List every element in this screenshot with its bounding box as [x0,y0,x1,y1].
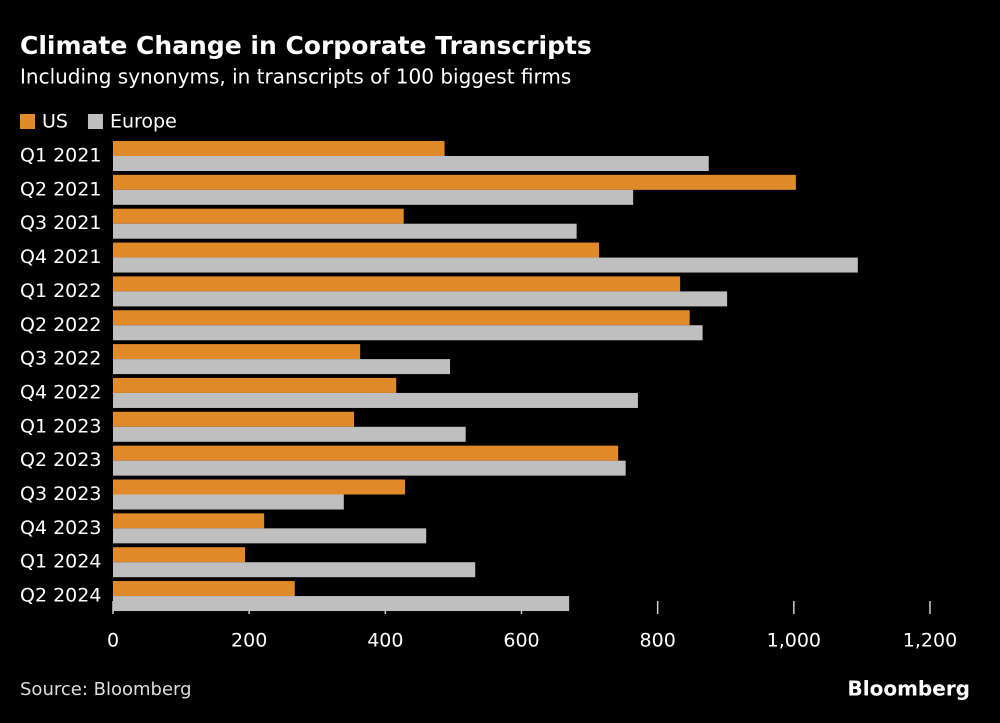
y-tick-label: Q3 2023 [20,483,101,505]
x-tick-label: 400 [367,630,403,652]
bar [113,174,796,190]
bar [113,141,445,156]
x-tick-label: 200 [231,630,267,652]
bar [113,596,570,612]
bar [113,562,476,578]
chart-subtitle: Including synonyms, in transcripts of 10… [20,65,571,89]
bar [113,257,858,273]
bar [113,325,703,341]
legend-swatch [87,114,103,129]
chart-title: Climate Change in Corporate Transcripts [20,31,592,60]
bar [113,581,295,597]
x-tick-label: 600 [503,630,539,652]
y-tick-label: Q4 2021 [20,246,101,268]
bar [113,377,397,393]
bar [113,392,638,408]
y-tick-label: Q4 2023 [20,517,101,539]
bar [113,411,355,427]
y-tick-label: Q2 2022 [20,314,101,336]
bar [113,547,246,563]
legend-label: US [42,111,68,133]
bar [113,242,600,258]
brand-logo: Bloomberg [848,677,970,701]
y-tick-label: Q2 2023 [20,449,101,471]
bar [113,156,709,171]
y-tick-label: Q4 2022 [20,381,101,403]
bar [113,359,451,375]
y-tick-label: Q3 2021 [20,212,101,234]
bar [113,460,626,476]
bar [113,276,681,292]
y-tick-label: Q1 2023 [20,415,101,437]
legend-label: Europe [110,111,177,133]
bar [113,479,406,495]
y-tick-label: Q1 2024 [20,551,101,573]
bar [113,445,619,461]
y-tick-label: Q2 2024 [20,585,101,607]
legend-swatch [20,114,35,129]
x-tick-label: 1,200 [903,630,957,652]
bar [113,310,690,326]
x-tick-label: 0 [107,630,119,652]
y-tick-label: Q1 2022 [20,280,101,302]
y-tick-label: Q2 2021 [20,178,101,200]
source-note: Source: Bloomberg [20,679,192,700]
y-tick-label: Q1 2021 [20,145,101,167]
bar [113,513,265,529]
bar [113,344,361,360]
y-tick-label: Q3 2022 [20,348,101,370]
x-tick-label: 1,000 [767,630,821,652]
bar [113,528,427,544]
bar [113,208,404,224]
x-tick-label: 800 [640,630,676,652]
bar [113,189,634,205]
bar [113,291,728,307]
bar [113,223,577,239]
bar [113,494,344,510]
bar [113,426,466,442]
